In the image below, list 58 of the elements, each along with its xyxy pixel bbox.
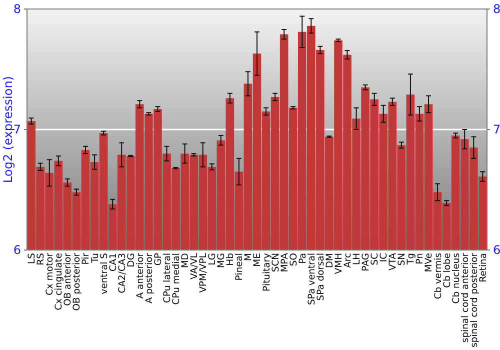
x-tick-label: GP [152,252,164,266]
y2-tick-label: 6 [493,242,500,257]
x-tick-label: Arc [342,253,354,268]
x-tick-label: Cx motor [44,252,56,296]
x-tick-label: spinal cord anterior [460,252,471,343]
x-tick-label: LH [352,253,363,266]
x-tick-label: SPa dorsal [315,253,326,301]
x-tick-label: Pn [414,252,426,264]
x-tick-label: MD [180,253,192,268]
x-tick-label: Tu [90,253,101,264]
x-tick-label: Pituitary [261,252,272,292]
x-tick-label: VTA [388,252,399,270]
x-tick-label: LG [207,253,218,266]
x-tick-label: SO [288,253,300,266]
x-tick-label: VPM/VPL [198,252,210,293]
x-tick-label: Pineal [234,253,246,281]
x-tick-label: OB anterior [62,252,74,306]
x-tick-label: Pa [297,253,308,264]
y2-tick-label: 8 [493,2,500,16]
x-tick-label: PAG [360,253,372,272]
x-tick-label: Cb lobe [442,252,453,288]
x-tick-label: MVe [424,252,435,272]
x-tick-label: CPu lateral [162,253,173,303]
x-tick-label: MPA [279,252,290,272]
x-tick-label: M [243,252,254,261]
x-tick-label: CA2/CA3 [116,252,128,294]
x-tick-label: SCN [270,253,282,272]
y-tick-label: 8 [13,2,21,16]
x-tick-label: Tg [406,253,417,266]
x-tick-label: SN [396,253,408,266]
y-axis-title: Log2 (expression) [1,76,15,183]
x-tick-label: Hb [225,252,236,266]
y-tick-label: 6 [13,242,21,257]
x-tick-label: CA1 [108,253,119,272]
x-tick-label: LS [26,252,38,264]
x-tick-label: MG [216,253,228,268]
x-tick-label: Pir [80,252,92,265]
x-tick-label: A anterior [134,252,146,299]
x-tick-label: Retina [478,253,489,282]
y-tick-label: 7 [13,122,21,136]
x-tick-label: VA/VL [189,252,200,280]
y2-tick-label: 7 [493,122,500,136]
x-tick-label: Cx cingulate [54,252,65,310]
x-tick-label: RS [36,252,47,266]
x-tick-label: Cb vermis [432,252,444,300]
x-tick-label: OB posterior [72,252,83,311]
x-tick-label: IC [378,253,390,262]
x-tick-label: ventral S [98,252,110,294]
x-tick-label: SC [370,253,381,266]
x-tick-label: SPa ventral [306,253,318,305]
x-tick-label: DM [324,252,336,268]
x-tick-label: DG [126,253,137,268]
x-tick-label: VMH [333,253,344,274]
x-tick-label: CPu medial [170,253,182,305]
x-tick-label: ME [252,252,264,267]
x-tick-label: Cb nucleus [450,252,462,304]
x-tick-label: A posterior [144,252,155,304]
x-tick-label: spinal cord posterior [468,252,480,348]
